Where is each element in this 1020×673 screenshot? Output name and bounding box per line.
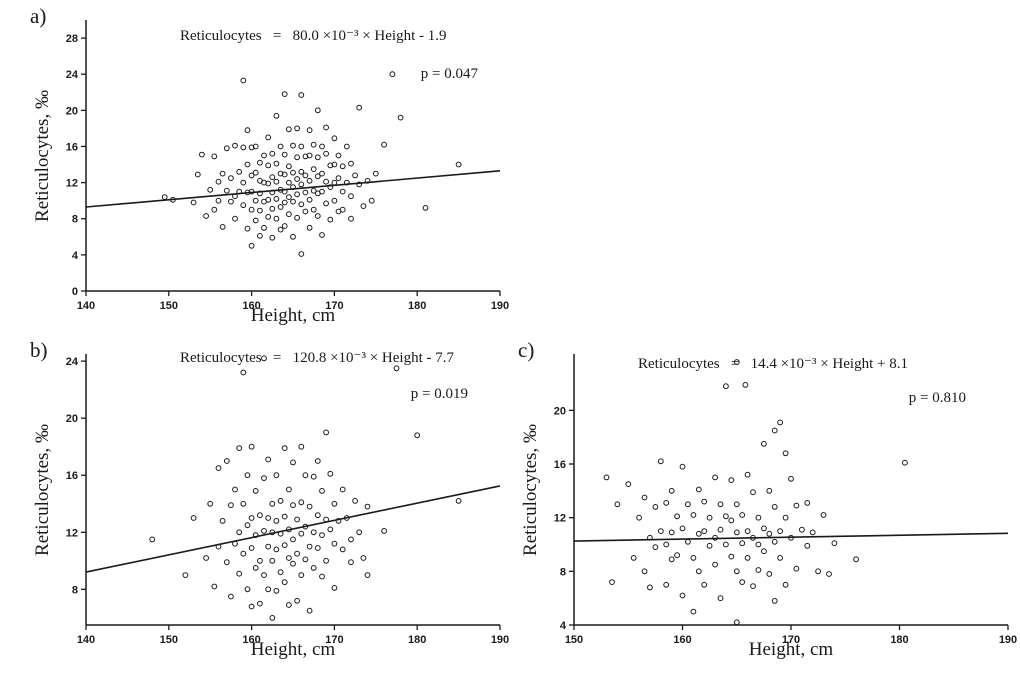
svg-text:8: 8: [72, 584, 78, 596]
svg-text:20: 20: [66, 413, 78, 425]
svg-text:170: 170: [782, 634, 800, 646]
svg-text:8: 8: [560, 566, 566, 578]
regression-line: [573, 532, 1009, 542]
panel-letter-a: a): [30, 4, 47, 28]
svg-text:190: 190: [999, 634, 1017, 646]
svg-text:16: 16: [554, 459, 566, 471]
svg-text:190: 190: [491, 300, 509, 312]
panel-a: a) Reticulocytes, ‰ 140 150 160 170 180 190 0 4…: [30, 4, 510, 338]
regression-equation-a: Reticulocytes = 80.0 ×10⁻³ × Height - 1.…: [180, 28, 447, 44]
x-axis-label-a: Height, cm: [250, 305, 336, 326]
svg-text:140: 140: [77, 300, 95, 312]
tick-labels: 150 160 170 180 190 4 8 12 16 20: [554, 405, 1017, 646]
p-value-a: p = 0.047: [420, 66, 478, 82]
scatter-points: [603, 359, 908, 626]
tick-labels: 140 150 160 170 180 190 0 4 8 12 16 20 24 28: [66, 33, 509, 312]
svg-text:16: 16: [66, 141, 78, 153]
svg-text:28: 28: [66, 33, 78, 45]
svg-text:160: 160: [242, 300, 260, 312]
panel-b: b) Reticulocytes, ‰ 140 150 160 170 180 190 8 1…: [30, 338, 510, 672]
axes: [85, 20, 500, 292]
svg-text:24: 24: [66, 69, 79, 81]
p-value-c: p = 0.810: [908, 390, 966, 406]
svg-text:8: 8: [72, 214, 78, 226]
svg-text:140: 140: [77, 634, 95, 646]
svg-text:190: 190: [491, 634, 509, 646]
svg-text:170: 170: [325, 300, 343, 312]
tick-marks: [569, 409, 1009, 630]
scatter-points: [161, 71, 462, 257]
tick-labels: 140 150 160 170 180 190 8 12 16 20 24: [66, 356, 509, 646]
svg-text:160: 160: [242, 634, 260, 646]
scatter-points: [149, 355, 462, 621]
tick-marks: [81, 360, 501, 630]
axes: [85, 354, 500, 626]
panel-letter-b: b): [30, 338, 48, 362]
svg-text:4: 4: [560, 620, 567, 632]
svg-text:150: 150: [160, 300, 178, 312]
scatter-plot-b: 140 150 160 170 180 190 8 12 16 20 24: [66, 354, 509, 646]
panel-c: c) Reticulocytes, ‰ 150 160 170 180 190 4 8 12 1…: [518, 338, 1018, 672]
svg-text:150: 150: [160, 634, 178, 646]
p-value-b: p = 0.019: [410, 386, 468, 402]
tick-marks: [81, 37, 501, 296]
svg-text:160: 160: [673, 634, 691, 646]
scatter-plot-a: 140 150 160 170 180 190 0 4 8 12 16 20 24 28: [66, 20, 509, 312]
svg-text:150: 150: [565, 634, 583, 646]
svg-text:12: 12: [554, 513, 566, 525]
panel-letter-c: c): [518, 338, 535, 362]
svg-text:170: 170: [325, 634, 343, 646]
svg-text:20: 20: [554, 405, 566, 417]
svg-text:180: 180: [408, 634, 426, 646]
svg-text:20: 20: [66, 105, 78, 117]
svg-text:180: 180: [890, 634, 908, 646]
regression-equation-b: Reticulocytes = 120.8 ×10⁻³ × Height - 7…: [180, 350, 455, 366]
regression-line: [85, 170, 501, 208]
svg-text:0: 0: [72, 286, 78, 298]
svg-text:16: 16: [66, 470, 78, 482]
x-axis-label-c: Height, cm: [748, 639, 834, 660]
svg-text:12: 12: [66, 527, 78, 539]
x-axis-label-b: Height, cm: [250, 639, 336, 660]
svg-text:24: 24: [66, 356, 79, 368]
scatter-plot-c: 150 160 170 180 190 4 8 12 16 20: [554, 354, 1017, 646]
svg-text:4: 4: [72, 250, 79, 262]
svg-text:180: 180: [408, 300, 426, 312]
regression-line: [85, 485, 501, 573]
svg-text:12: 12: [66, 178, 78, 190]
regression-equation-c: Reticulocytes = 14.4 ×10⁻³ × Height + 8.…: [638, 356, 908, 372]
